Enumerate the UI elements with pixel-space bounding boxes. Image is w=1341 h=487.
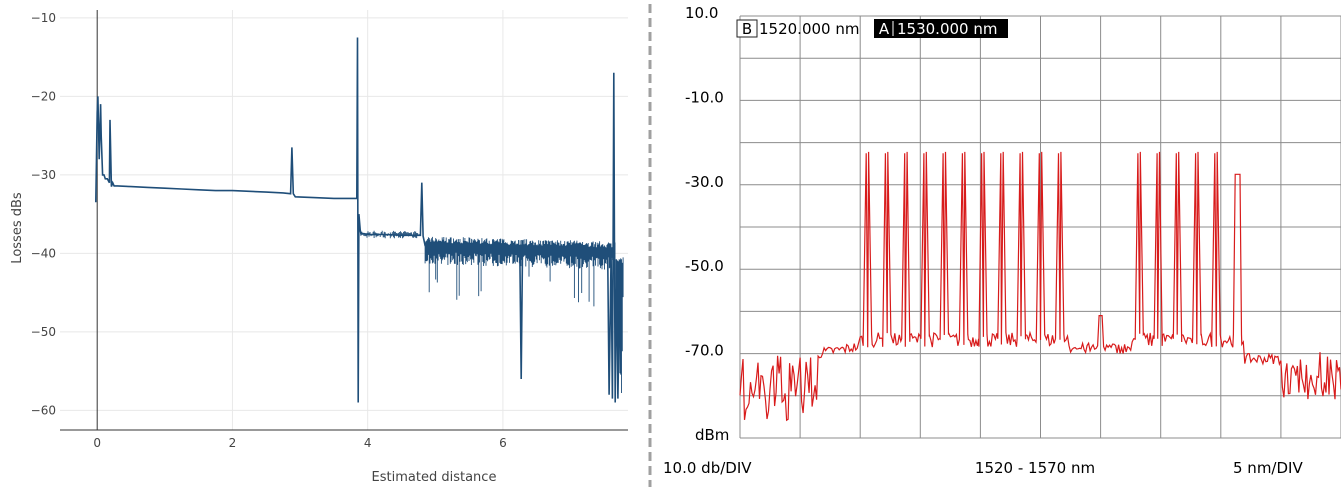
otdr-x-tick-label: 6 [499, 436, 507, 450]
osa-spectrum-line [739, 151, 1341, 422]
osa-y-unit-label: dBm [695, 426, 729, 444]
otdr-x-tick-label: 2 [229, 436, 237, 450]
osa-grid [739, 15, 1341, 439]
osa-y-tick-labels: 10.0 -10.0 -30.0 -50.0 -70.0 dBm [685, 4, 729, 444]
otdr-y-tick-label: −50 [31, 325, 56, 339]
osa-chart: 10.0 -10.0 -30.0 -50.0 -70.0 dBm B 1520.000 n… [663, 4, 1341, 477]
osa-footer-span: 1520 - 1570 nm [975, 459, 1095, 477]
marker-a-highlight [874, 19, 1008, 38]
marker-b-label: B [742, 20, 752, 38]
otdr-tick-labels: −10 −20 −30 −40 −50 −60 0 2 4 6 [31, 11, 507, 450]
otdr-x-tick-label: 4 [364, 436, 372, 450]
osa-y-tick-label: -70.0 [685, 342, 724, 360]
otdr-x-tick-label: 0 [93, 436, 101, 450]
otdr-y-tick-label: −20 [31, 89, 56, 103]
otdr-x-axis-label: Estimated distance [372, 470, 497, 485]
marker-a-value: 1530.000 nm [897, 20, 997, 38]
otdr-y-axis-label: Losses dBs [10, 192, 25, 264]
otdr-noise-band [360, 230, 624, 394]
otdr-grid [60, 10, 628, 430]
panel-divider [648, 4, 652, 487]
osa-footer-resolution: 5 nm/DIV [1233, 459, 1303, 477]
otdr-y-tick-label: −30 [31, 168, 56, 182]
marker-a-label: A [879, 20, 890, 38]
osa-y-tick-label: -30.0 [685, 173, 724, 191]
osa-y-tick-label: -50.0 [685, 257, 724, 275]
otdr-trace-line [95, 37, 624, 403]
otdr-chart: −10 −20 −30 −40 −50 −60 0 2 4 6 Losses dBs Estima… [10, 10, 628, 485]
marker-b-value: 1520.000 nm [759, 20, 859, 38]
marker-b-box [736, 19, 758, 38]
otdr-y-tick-label: −60 [31, 403, 56, 417]
otdr-y-tick-label: −10 [31, 11, 56, 25]
osa-footer-scale: 10.0 db/DIV [663, 459, 752, 477]
osa-marker-readouts: B 1520.000 nm A 1530.000 nm [736, 19, 1008, 38]
otdr-axes [60, 10, 628, 431]
osa-y-tick-label: -10.0 [685, 88, 724, 106]
otdr-y-tick-label: −40 [31, 246, 56, 260]
osa-y-tick-label: 10.0 [685, 4, 718, 22]
